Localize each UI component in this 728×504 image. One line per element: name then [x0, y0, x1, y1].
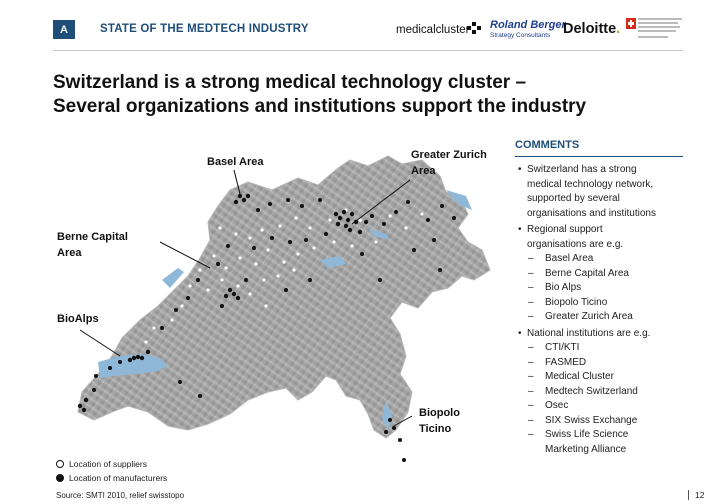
legend-manufacturers: Location of manufacturers	[56, 471, 167, 485]
switzerland-outline	[77, 155, 491, 439]
national-item: – Medtech Switzerland	[528, 385, 638, 397]
legend-suppliers: Location of suppliers	[56, 457, 167, 471]
supplier-dots	[144, 208, 424, 344]
label-berne-capital-area: Berne Capital Area	[57, 231, 128, 259]
lake-zurich	[368, 228, 390, 240]
label-greater-zurich-area: Greater Zurich Area	[411, 149, 487, 177]
medical-cluster-logo: medicalcluster	[396, 24, 470, 36]
national-item: – FASMED	[528, 356, 587, 368]
deloitte-logo: Deloitte.	[563, 21, 621, 37]
label-bioalps: BioAlps	[57, 313, 99, 325]
lake-lucerne	[320, 256, 346, 268]
comments-heading: COMMENTS	[515, 139, 683, 157]
lake-constance	[446, 190, 472, 210]
national-item: – SIX Swiss Exchange	[528, 414, 638, 426]
header-divider	[53, 50, 683, 51]
regional-item: – Bio Alps	[528, 282, 582, 293]
swiss-confederation-logo	[638, 18, 684, 40]
swiss-flag-icon	[626, 18, 636, 29]
section-title: STATE OF THE MEDTECH INDUSTRY	[100, 23, 309, 35]
medical-cluster-logo-mark-icon	[467, 22, 481, 34]
regional-item: – Basel Area	[528, 253, 594, 264]
relief-map-svg	[77, 155, 491, 462]
label-basel-area: Basel Area	[207, 156, 264, 168]
manufacturer-dots	[77, 193, 456, 462]
switzerland-map: Basel Area Greater Zurich Area Berne Cap…	[50, 130, 510, 480]
source-note: Source: SMTI 2010, relief swisstopo	[56, 491, 185, 500]
comment-bullet-3: • National institutions are e.g.	[518, 327, 651, 339]
map-legend: Location of suppliers Location of manufa…	[56, 457, 167, 485]
lake-geneva	[98, 354, 168, 378]
page-number: 12	[688, 490, 704, 500]
comment-bullet-2: • Regional support organisations are e.g…	[518, 224, 624, 250]
regional-item: – Biopolo Ticino	[528, 296, 608, 308]
slide-title: Switzerland is a strong medical technolo…	[53, 72, 587, 117]
header-bar: A STATE OF THE MEDTECH INDUSTRY medicalc…	[0, 0, 728, 50]
national-item: – Medical Cluster	[528, 371, 614, 382]
national-item: – CTI/KTI	[528, 342, 580, 353]
manufacturer-dot-icon	[56, 474, 64, 482]
national-item: – Swiss Life Science	[528, 429, 629, 440]
regional-item: – Greater Zurich Area	[528, 311, 633, 322]
lake-maggiore	[382, 400, 392, 430]
section-badge: A	[53, 20, 75, 39]
roland-berger-logo: Roland Berger	[490, 19, 566, 31]
national-item: – Osec	[528, 400, 569, 411]
roland-berger-tagline: Strategy Consultants	[490, 32, 551, 39]
comment-bullet-1: • Switzerland has a strong medical techn…	[518, 164, 656, 219]
regional-item: – Berne Capital Area	[528, 267, 629, 279]
label-biopolo-ticino: Biopolo Ticino	[419, 407, 460, 435]
national-item-continued: Marketing Alliance	[545, 443, 627, 455]
supplier-dot-icon	[56, 460, 64, 468]
comments-panel: COMMENTS • Switzerland has a strong medi…	[515, 139, 683, 457]
callout-lines	[79, 169, 413, 427]
lake-neuchatel	[162, 268, 184, 288]
